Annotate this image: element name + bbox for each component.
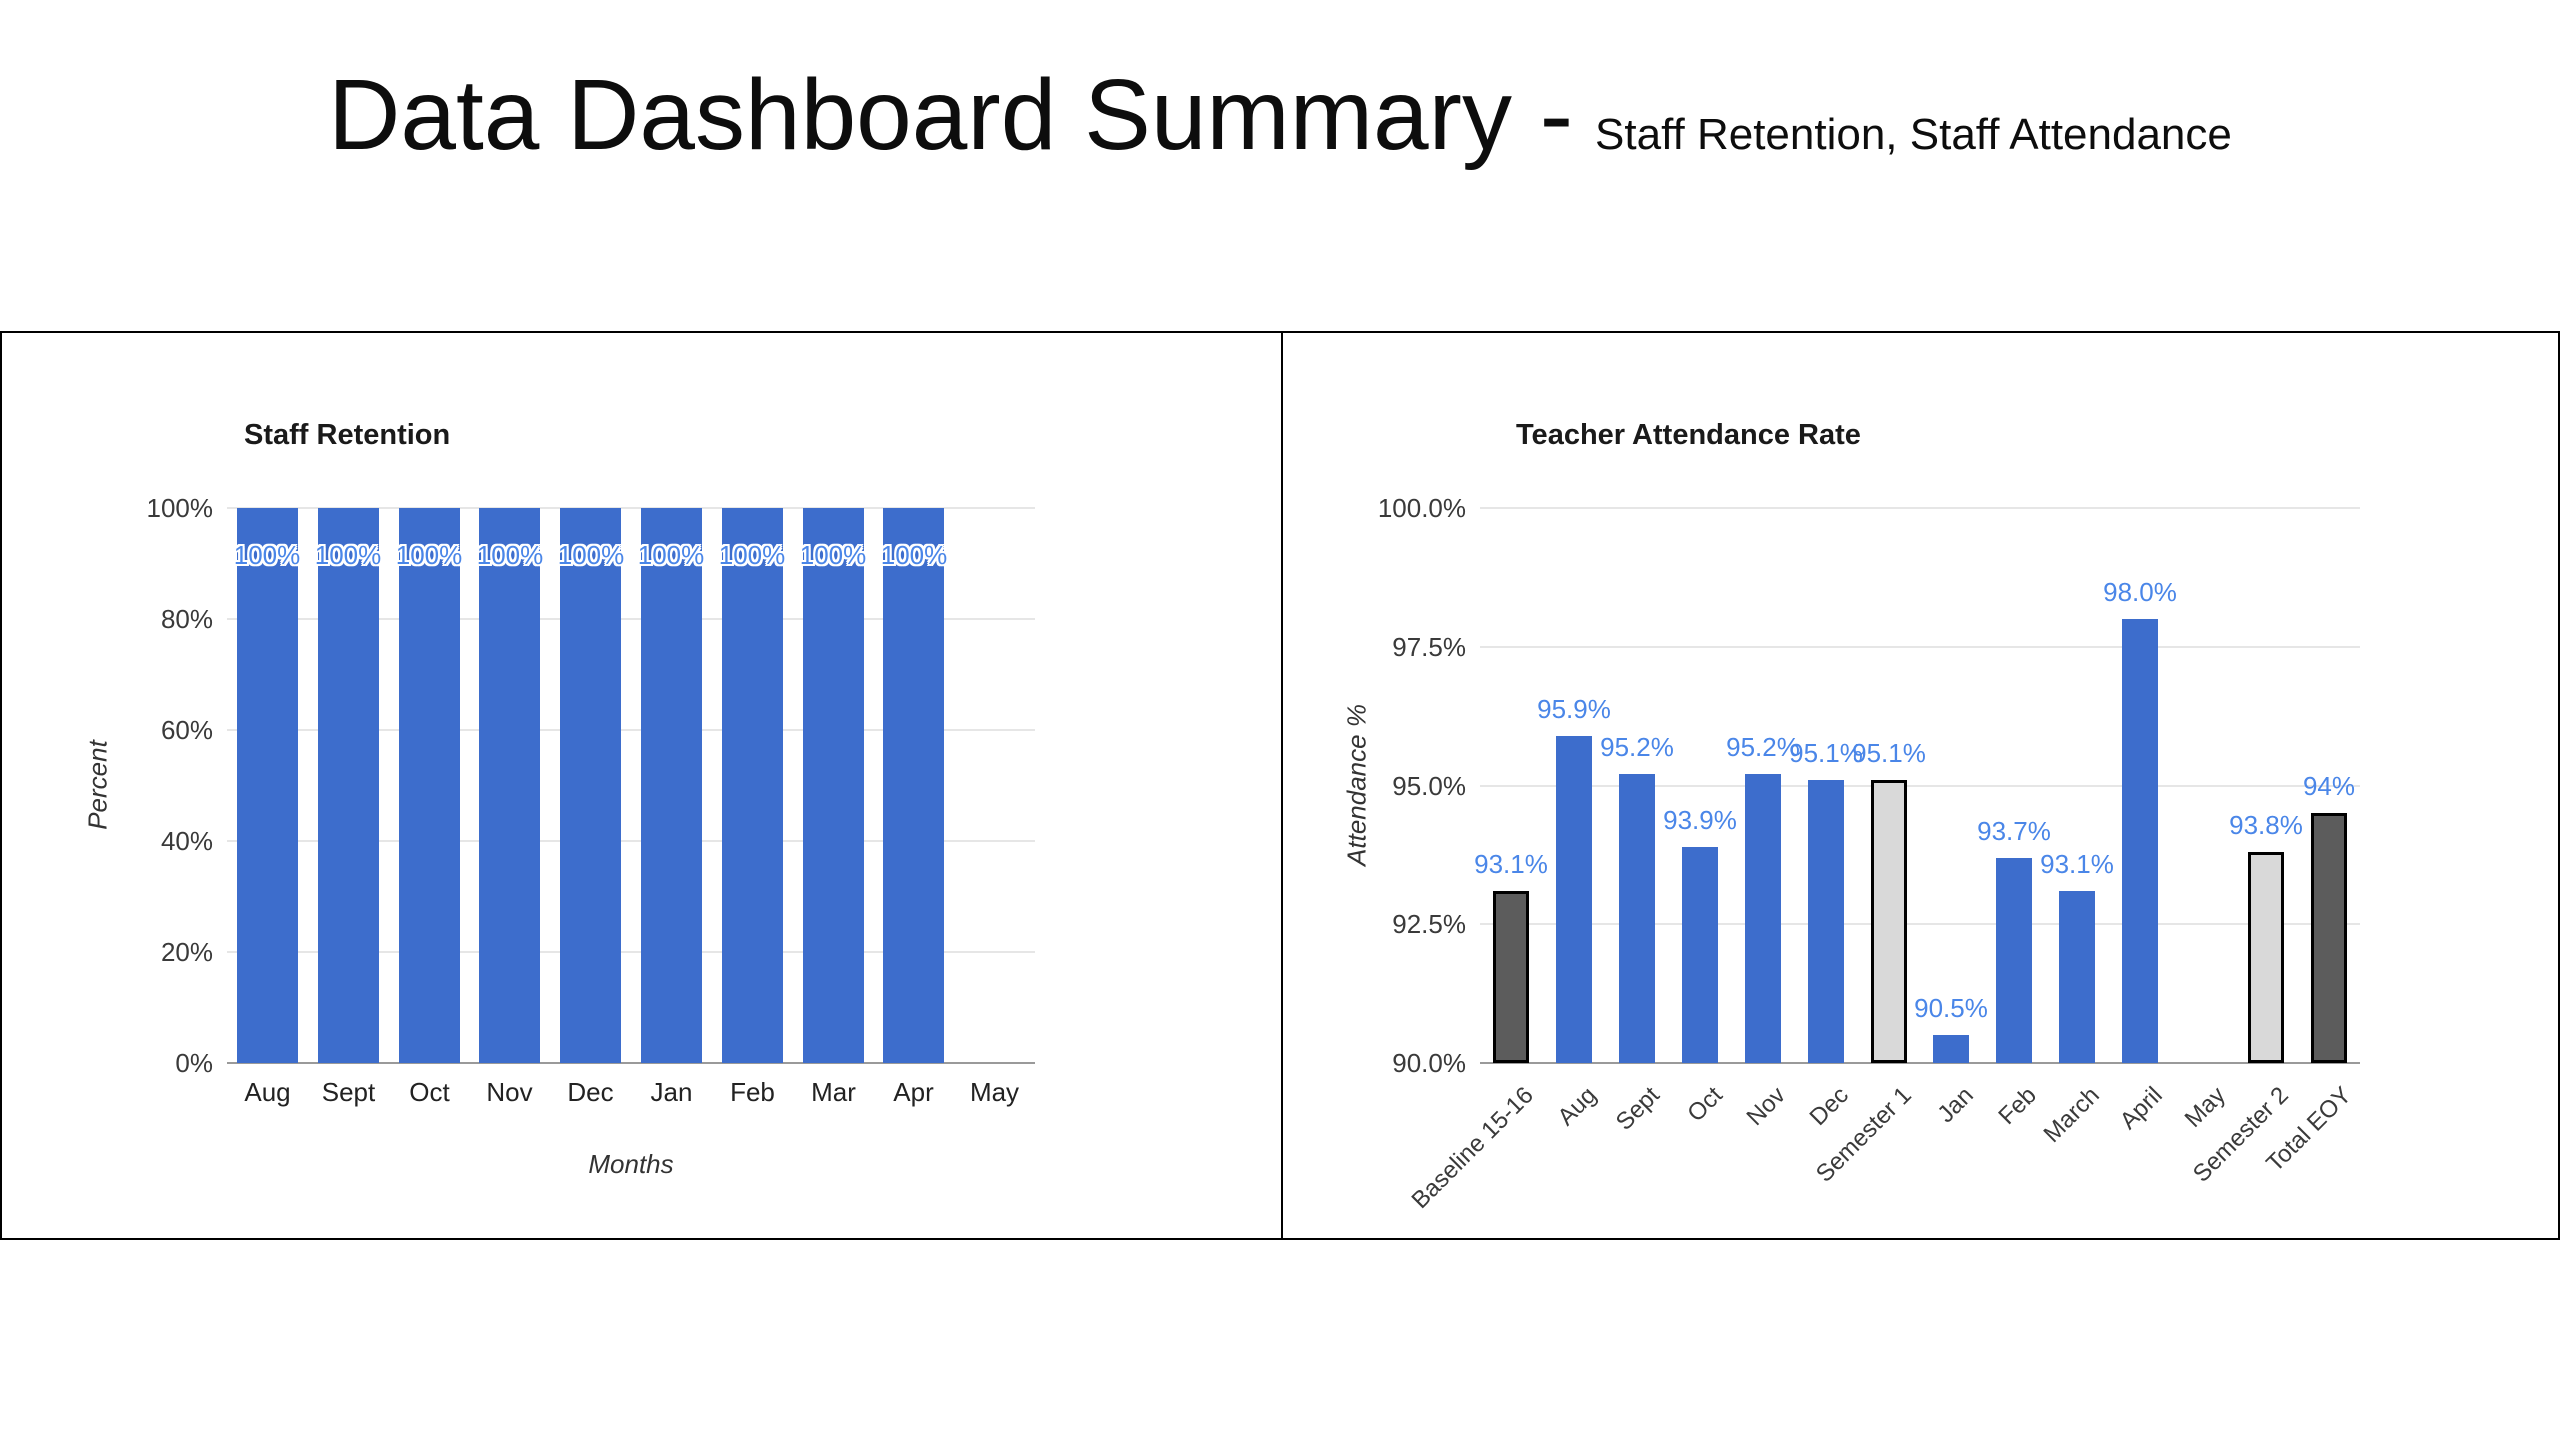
bar-value-label: 95.2%: [1726, 732, 1800, 762]
bar-value-label: 98.0%: [2103, 577, 2177, 607]
bar-value-label: 100%: [637, 540, 705, 570]
bar-oct: [399, 508, 460, 1063]
teacher-attendance-chart-title: Teacher Attendance Rate: [1516, 419, 1861, 451]
y-axis-tick-label: 92.5%: [1392, 909, 1466, 939]
x-axis-tick-label: Mar: [811, 1077, 856, 1107]
bar-value-label: 100%: [718, 540, 786, 570]
bar-mar: [803, 508, 864, 1063]
y-axis-tick-label: 60%: [160, 715, 213, 745]
page-subtitle-text: Staff Retention, Staff Attendance: [1595, 110, 2232, 159]
bar-apr: [883, 508, 944, 1063]
bar-value-label: 95.2%: [1600, 732, 1674, 762]
y-axis-tick-label: 100.0%: [1377, 493, 1466, 523]
gridline: [1480, 923, 2360, 925]
y-axis-tick-label: 40%: [160, 826, 213, 856]
x-axis-tick-label: Oct: [1682, 1081, 1728, 1128]
bar-value-label: 100%: [880, 540, 948, 570]
y-axis-tick-label: 95.0%: [1392, 771, 1466, 801]
x-axis-tick-label: Aug: [244, 1077, 291, 1107]
staff-retention-plot-area: 0% 20% 40% 60% 80% 100% 100% Aug 100% Sept 100% Oct…: [2, 333, 1281, 1238]
y-axis-tick-label: 97.5%: [1392, 632, 1466, 662]
bar-jan: [641, 508, 702, 1063]
gridline: [1480, 646, 2360, 648]
bar-dec: [560, 508, 621, 1063]
bar-jan: [1933, 1035, 1969, 1063]
staff-retention-chart-title: Staff Retention: [244, 419, 451, 451]
bar-value-label: 100%: [476, 540, 544, 570]
teacher-attendance-panel: Teacher Attendance Rate Attendance % 90.…: [1283, 331, 2560, 1240]
x-axis-tick-label: Jan: [650, 1077, 693, 1107]
bar-dec: [1808, 780, 1844, 1063]
x-axis-tick-label: Feb: [1993, 1081, 2042, 1131]
bar-value-label: 95.9%: [1537, 694, 1611, 724]
page-title-text: Data Dashboard Summary -: [328, 59, 1574, 171]
bar-total-eoy: [2311, 813, 2347, 1063]
x-axis-tick-label: Feb: [730, 1077, 775, 1107]
page-title: Data Dashboard Summary - Staff Retention,…: [0, 58, 2560, 173]
bar-value-label: 93.7%: [1977, 816, 2051, 846]
x-axis-tick-label: May: [969, 1077, 1020, 1107]
gridline: [227, 507, 1035, 509]
bar-aug: [237, 508, 298, 1063]
gridline: [227, 840, 1035, 842]
bar-value-label: 100%: [799, 540, 867, 570]
y-axis-tick-label: 80%: [160, 604, 213, 634]
gridline: [227, 729, 1035, 731]
bar-march: [2059, 891, 2095, 1063]
x-axis-tick-label: Nov: [486, 1077, 533, 1107]
teacher-attendance-plot-area: 90.0% 92.5% 95.0% 97.5% 100.0% 93.1% Baseline …: [1283, 333, 2558, 1238]
gridline: [1480, 507, 2360, 509]
x-axis-tick-label: Dec: [1804, 1081, 1854, 1131]
bar-semester-1: [1871, 780, 1907, 1063]
bar-value-label: 100%: [233, 540, 301, 570]
bar-nov: [479, 508, 540, 1063]
bar-value-label: 100%: [395, 540, 463, 570]
gridline: [227, 1062, 1035, 1064]
x-axis-tick-label: March: [2038, 1081, 2105, 1148]
bar-feb: [722, 508, 783, 1063]
staff-retention-panel: Staff Retention Percent Months 0% 20% 40% 6…: [0, 331, 1283, 1240]
gridline: [227, 618, 1035, 620]
x-axis-tick-label: Aug: [1552, 1081, 1602, 1131]
x-axis-tick-label: Sept: [1610, 1081, 1665, 1136]
bar-value-label: 93.1%: [2040, 849, 2114, 879]
x-axis-tick-label: April: [2114, 1081, 2168, 1135]
x-axis-tick-label: Apr: [893, 1077, 934, 1107]
x-axis-tick-label: Baseline 15-16: [1406, 1081, 1539, 1215]
staff-retention-x-axis-title: Months: [588, 1149, 674, 1179]
gridline: [1480, 1062, 2360, 1064]
bar-value-label: 93.1%: [1474, 849, 1548, 879]
bar-value-label: 95.1%: [1852, 738, 1926, 768]
bar-sept: [318, 508, 379, 1063]
bar-value-label: 90.5%: [1914, 993, 1988, 1023]
x-axis-tick-label: Dec: [567, 1077, 614, 1107]
bar-april: [2122, 619, 2158, 1063]
bar-value-label: 100%: [314, 540, 382, 570]
y-axis-tick-label: 0%: [175, 1048, 213, 1078]
charts-row: Staff Retention Percent Months 0% 20% 40% 6…: [0, 331, 2560, 1240]
bar-baseline-15-16: [1493, 891, 1529, 1063]
bar-value-label: 94%: [2302, 771, 2356, 801]
bar-value-label: 100%: [557, 540, 625, 570]
y-axis-tick-label: 90.0%: [1392, 1048, 1466, 1078]
y-axis-tick-label: 20%: [160, 937, 213, 967]
bar-value-label: 93.9%: [1663, 805, 1737, 835]
gridline: [1480, 785, 2360, 787]
x-axis-tick-label: Jan: [1932, 1081, 1979, 1129]
x-axis-tick-label: Sept: [321, 1077, 376, 1107]
bar-aug: [1556, 736, 1592, 1063]
x-axis-tick-label: May: [2179, 1081, 2231, 1133]
bar-semester-2: [2248, 852, 2284, 1063]
y-axis-tick-label: 100%: [146, 493, 214, 523]
gridline: [227, 951, 1035, 953]
bar-oct: [1682, 847, 1718, 1063]
bar-feb: [1996, 858, 2032, 1063]
x-axis-tick-label: Nov: [1741, 1081, 1791, 1131]
x-axis-tick-label: Oct: [409, 1077, 450, 1107]
bar-nov: [1745, 774, 1781, 1063]
bar-value-label: 93.8%: [2229, 810, 2303, 840]
bar-sept: [1619, 774, 1655, 1063]
bar-value-label: 95.1%: [1789, 738, 1863, 768]
